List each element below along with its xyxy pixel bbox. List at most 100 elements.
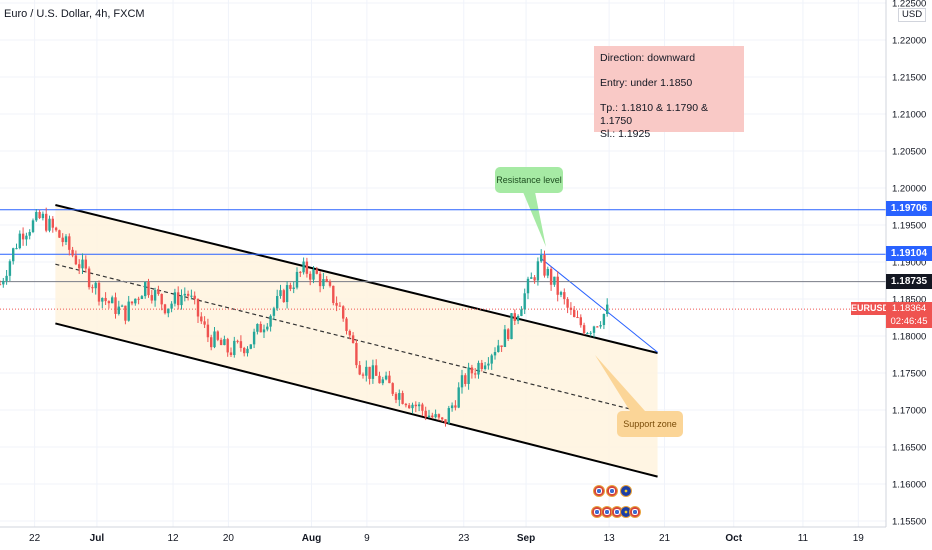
symbol-tag: EURUSD	[851, 302, 890, 315]
candle-body	[183, 293, 186, 296]
resistance-trendline	[539, 257, 658, 353]
candle-body	[18, 233, 21, 249]
x-tick-label: 22	[29, 533, 41, 544]
y-tick-label: 1.21000	[892, 110, 926, 121]
candle-body	[559, 292, 563, 295]
eu-event-icon[interactable]	[620, 485, 632, 497]
candle-body	[388, 375, 391, 384]
candle-body	[351, 335, 355, 344]
candle-body	[31, 220, 35, 233]
candle-body	[483, 365, 487, 369]
candle-body	[434, 414, 437, 418]
candle-body	[213, 331, 216, 348]
candle-body	[150, 295, 153, 301]
candle-body	[206, 324, 210, 338]
candle-body	[210, 337, 213, 348]
candle-body	[272, 308, 276, 316]
candle-body	[12, 248, 15, 262]
candle-body	[507, 329, 510, 340]
candle-body	[28, 232, 31, 236]
candle-body	[526, 278, 530, 294]
candle-body	[421, 404, 424, 411]
take-profit-text: Tp.: 1.1810 & 1.1790 & 1.1750	[600, 102, 708, 127]
candle-body	[256, 323, 259, 332]
candle-body	[203, 321, 206, 325]
candle-body	[147, 282, 150, 296]
candle-body	[348, 330, 351, 336]
candle-body	[91, 287, 94, 289]
candle-body	[391, 383, 394, 394]
candle-body	[305, 261, 309, 274]
candle-body	[355, 343, 358, 366]
candle-body	[490, 355, 493, 364]
x-tick-label: Aug	[302, 533, 321, 544]
candle-body	[437, 414, 441, 418]
x-tick-label: Oct	[725, 533, 742, 544]
candle-body	[170, 303, 173, 309]
resistance-callout[interactable]: Resistance level	[495, 167, 563, 193]
candle-body	[566, 299, 569, 308]
candle-body	[51, 218, 54, 228]
candle-body	[252, 331, 256, 345]
candle-body	[140, 296, 144, 300]
candle-body	[408, 405, 411, 409]
us-event-icon[interactable]	[629, 506, 641, 518]
y-tick-label: 1.16500	[892, 443, 926, 454]
candle-body	[78, 264, 81, 269]
us-event-icon[interactable]	[606, 485, 618, 497]
candle-body	[8, 261, 12, 276]
price-tag-resistance: 1.19104	[886, 246, 932, 261]
candle-body	[606, 304, 609, 315]
x-tick-label: 12	[167, 533, 179, 544]
support-callout-pointer	[595, 355, 645, 411]
candle-body	[269, 315, 272, 327]
candle-body	[500, 345, 503, 347]
candle-body	[533, 277, 536, 281]
candle-body	[375, 365, 378, 376]
candle-body	[338, 305, 342, 307]
x-tick-label: Jul	[90, 533, 105, 544]
candle-body	[190, 295, 193, 297]
candle-body	[259, 323, 262, 333]
candle-body	[0, 284, 2, 286]
candle-body	[74, 255, 78, 265]
horizontal-levels[interactable]	[0, 209, 886, 310]
candle-body	[144, 282, 147, 297]
symbol-title[interactable]: Euro / U.S. Dollar, 4h, FXCM	[4, 8, 145, 20]
candle-body	[167, 308, 170, 314]
candle-body	[127, 301, 130, 321]
candle-body	[285, 285, 289, 303]
analysis-note[interactable]: Direction: downward Entry: under 1.1850 …	[594, 46, 744, 140]
candle-body	[54, 227, 58, 231]
candle-body	[569, 307, 573, 310]
price-channel[interactable]	[55, 192, 658, 478]
candle-body	[157, 290, 160, 294]
candle-body	[5, 275, 8, 281]
candle-body	[45, 213, 48, 231]
currency-label[interactable]: USD	[898, 8, 927, 22]
candle-body	[219, 339, 223, 346]
candle-body	[246, 348, 249, 354]
candle-body	[474, 373, 477, 375]
price-tag-resistance-high: 1.19706	[886, 201, 932, 216]
candle-body	[299, 271, 302, 273]
candle-body	[342, 306, 345, 319]
candle-body	[454, 405, 457, 408]
x-tick-label: Sep	[517, 533, 535, 544]
candle-body	[114, 297, 117, 314]
candle-body	[134, 298, 137, 304]
us-event-icon[interactable]	[593, 485, 605, 497]
candle-body	[153, 290, 157, 301]
candle-body	[450, 405, 454, 409]
entry-text: Entry: under 1.1850	[600, 77, 693, 89]
candle-body	[477, 362, 480, 375]
candle-body	[289, 285, 292, 289]
candle-body	[523, 293, 526, 310]
support-callout[interactable]: Support zone	[617, 411, 683, 437]
candle-body	[177, 292, 180, 306]
candle-body	[589, 332, 592, 334]
candle-body	[503, 329, 507, 347]
candle-body	[262, 329, 266, 333]
